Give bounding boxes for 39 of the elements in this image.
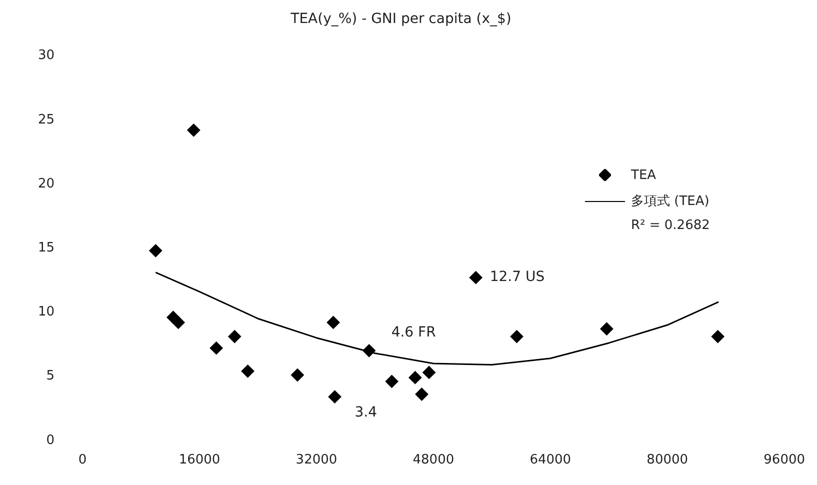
point <box>408 371 422 384</box>
point <box>172 316 185 329</box>
point <box>510 330 524 344</box>
x-tick-label: 48000 <box>412 452 454 468</box>
y-tick-label: 15 <box>38 240 55 256</box>
x-tick-label: 80000 <box>646 452 688 468</box>
point <box>290 368 304 382</box>
point <box>149 244 162 258</box>
annotation: 3.4 <box>354 404 378 420</box>
point <box>711 330 724 344</box>
x-tick-label: 0 <box>78 452 87 468</box>
point <box>469 271 482 284</box>
x-tick-label: 16000 <box>178 452 220 468</box>
legend-label: TEA <box>631 168 656 182</box>
y-tick-label: 0 <box>46 432 55 448</box>
point <box>328 390 342 404</box>
point <box>422 366 436 379</box>
x-tick-label: 64000 <box>530 452 572 468</box>
point <box>415 388 428 401</box>
y-tick-label: 10 <box>38 304 55 320</box>
legend-label: 多項式 (TEA) <box>631 193 710 210</box>
x-tick-label: 32000 <box>296 452 338 468</box>
y-tick-label: 25 <box>38 112 55 128</box>
point <box>362 344 376 358</box>
x-tick-label: 96000 <box>764 452 805 468</box>
point <box>241 364 254 378</box>
point <box>326 316 340 329</box>
annotation: 12.7 US <box>490 269 545 286</box>
point <box>187 124 200 137</box>
y-tick-label: 30 <box>38 48 55 64</box>
annotation: 4.6 FR <box>391 324 436 340</box>
point <box>600 322 614 336</box>
y-tick-label: 5 <box>46 368 55 384</box>
point <box>385 374 398 388</box>
point <box>210 342 223 355</box>
y-tick-label: 20 <box>38 176 55 192</box>
annotation: R² = 0.2682 <box>631 217 710 235</box>
chart-title: TEA(y_%) - GNI per capita (x_$) <box>290 11 512 28</box>
point <box>228 330 242 344</box>
